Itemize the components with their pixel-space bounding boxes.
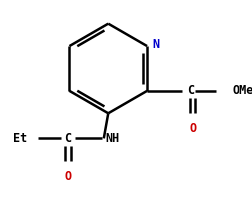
Text: N: N — [152, 38, 159, 51]
Text: O: O — [64, 170, 71, 183]
Text: OMe: OMe — [231, 84, 252, 97]
Text: Et: Et — [13, 132, 27, 145]
Text: C: C — [187, 84, 194, 97]
Text: O: O — [188, 122, 196, 135]
Text: C: C — [64, 132, 71, 145]
Text: NH: NH — [105, 132, 119, 145]
